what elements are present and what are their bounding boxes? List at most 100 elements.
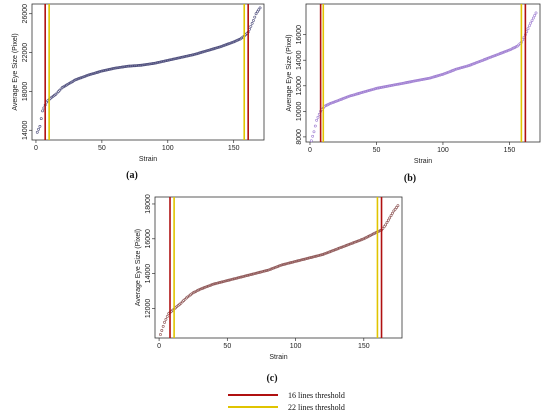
legend-label: 16 lines threshold (288, 391, 345, 400)
data-point (464, 65, 467, 68)
data-point (161, 60, 164, 63)
data-point (254, 271, 258, 275)
data-point (494, 53, 498, 57)
data-point (134, 64, 138, 67)
data-point (336, 247, 340, 251)
data-point (442, 72, 446, 76)
data-point (182, 55, 185, 59)
data-point (316, 115, 320, 119)
data-point (205, 285, 209, 289)
data-point (212, 47, 216, 51)
chart-panel-3: 0 50 100 150 12000 14000 16000 18000 Strain Avera… (135, 194, 403, 384)
data-point (457, 67, 461, 70)
data-point (482, 58, 486, 62)
y-tick-label: 12000 (145, 299, 152, 319)
data-point (534, 11, 538, 15)
data-point (500, 51, 503, 55)
data-point (349, 94, 353, 98)
data-point (386, 218, 390, 222)
data-point (116, 66, 120, 70)
data-point (478, 59, 482, 63)
data-point (290, 261, 293, 264)
data-point (176, 56, 180, 60)
data-point (327, 102, 331, 106)
data-point (420, 78, 424, 82)
data-point (262, 269, 266, 273)
data-point (239, 275, 243, 279)
data-point (272, 266, 276, 270)
y-tick-label: 14000 (145, 264, 152, 284)
data-point (396, 82, 400, 86)
data-point (223, 43, 226, 47)
data-point (347, 95, 350, 98)
data-point (356, 92, 360, 96)
data-point (341, 245, 345, 249)
data-point (364, 90, 368, 93)
data-point (233, 39, 237, 43)
data-point (430, 75, 434, 79)
data-point (174, 57, 178, 60)
data-point (296, 259, 300, 263)
data-point (194, 52, 197, 56)
plot-frame (31, 3, 265, 141)
data-point (343, 244, 347, 248)
data-point (363, 236, 367, 240)
data-point (354, 240, 358, 244)
data-point (392, 209, 396, 213)
data-point (356, 239, 360, 243)
data-point (425, 77, 429, 81)
data-point (169, 58, 172, 62)
data-point (313, 255, 317, 258)
data-point (208, 284, 211, 288)
data-point (142, 63, 146, 67)
data-point (195, 52, 199, 56)
data-point (343, 96, 346, 100)
data-point (122, 65, 126, 69)
data-point (225, 279, 229, 282)
data-point (217, 281, 221, 285)
data-point (307, 256, 311, 260)
data-point (414, 79, 418, 83)
data-point (245, 274, 248, 278)
data-point (401, 81, 405, 85)
data-point (355, 239, 359, 243)
data-point (243, 274, 247, 278)
data-point (468, 63, 471, 67)
data-point (113, 66, 117, 70)
data-point (389, 84, 393, 87)
data-point (477, 60, 481, 64)
data-point (450, 69, 454, 73)
data-point (332, 248, 336, 252)
data-point (208, 48, 212, 52)
data-point (111, 67, 114, 71)
data-point (159, 60, 163, 64)
data-point (392, 83, 396, 87)
data-point (492, 54, 495, 58)
data-point (105, 68, 109, 72)
data-point (145, 63, 149, 66)
data-point (109, 67, 113, 71)
data-point (434, 74, 438, 78)
data-point (171, 57, 175, 61)
data-point (234, 277, 237, 280)
data-point (458, 66, 462, 70)
data-point (112, 67, 116, 70)
data-point (227, 42, 230, 46)
data-point (395, 83, 398, 86)
data-point (232, 40, 236, 44)
data-point (341, 97, 345, 100)
data-point (410, 80, 414, 83)
chart-panel-2: 0 50 100 150 8000 10000 12000 14000 16000 Strain A… (286, 3, 541, 184)
data-point (335, 247, 338, 251)
data-point (351, 93, 354, 97)
data-point (474, 61, 478, 65)
data-point (337, 98, 341, 102)
data-point (126, 64, 130, 68)
data-point (198, 51, 201, 55)
y-tick-label: 12000 (296, 76, 303, 96)
data-point (340, 97, 344, 101)
data-point (165, 315, 169, 318)
data-point (159, 333, 162, 336)
data-point (101, 69, 105, 73)
data-point (312, 130, 316, 134)
